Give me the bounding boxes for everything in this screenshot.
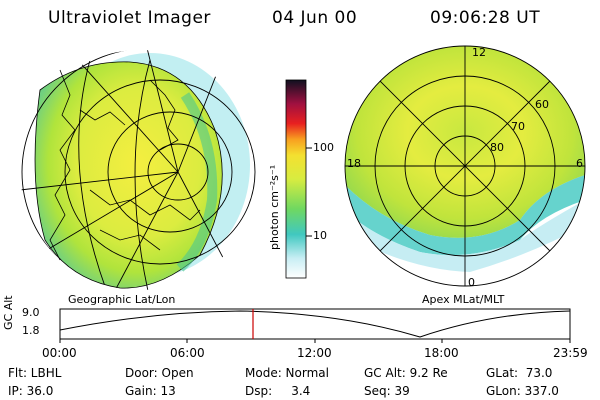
info-filter: Flt: LBHL	[8, 366, 62, 380]
mlat-label-70: 70	[511, 120, 525, 133]
coastlines	[49, 69, 201, 261]
altitude-ytick-1: 1.8	[22, 324, 40, 337]
mlt-label-12: 12	[472, 46, 486, 59]
time-tick-0600: 06:00	[170, 346, 205, 360]
colorbar-gradient	[285, 79, 307, 279]
info-ip: IP: 36.0	[8, 384, 54, 398]
colorbar-tick-10: 10	[313, 229, 327, 242]
polar-grid	[344, 45, 586, 287]
mlat-label-60: 60	[535, 98, 549, 111]
info-gc-alt: GC Alt: 9.2 Re	[364, 366, 448, 380]
time-tick-1800: 18:00	[424, 346, 459, 360]
info-dsp: Dsp: 3.4	[245, 384, 311, 398]
time-tick-0000: 00:00	[42, 346, 77, 360]
altitude-curve	[59, 310, 571, 338]
info-seq: Seq: 39	[364, 384, 410, 398]
mlt-label-0: 0	[468, 276, 475, 289]
altitude-ytick-9: 9.0	[22, 306, 40, 319]
left-map-caption: Geographic Lat/Lon	[68, 293, 176, 306]
colorbar-tick-100: 100	[313, 141, 334, 154]
lat-lon-grid	[20, 50, 260, 290]
mlat-label-80: 80	[490, 141, 504, 154]
mlt-label-18: 18	[347, 157, 361, 170]
altitude-plot-frame	[59, 308, 571, 340]
time-tick-1200: 12:00	[297, 346, 332, 360]
altitude-ylabel: GC Alt	[2, 295, 15, 330]
time-tick-2359: 23:59	[553, 346, 588, 360]
mlt-label-6: 6	[576, 157, 583, 170]
date-label: 04 Jun 00	[272, 8, 358, 28]
instrument-title: Ultraviolet Imager	[48, 8, 211, 28]
info-glon: GLon: 337.0	[486, 384, 559, 398]
aurora-faint	[345, 200, 585, 272]
right-map-caption: Apex MLat/MLT	[422, 293, 505, 306]
info-glat: GLat: 73.0	[486, 366, 553, 380]
info-mode: Mode: Normal	[245, 366, 329, 380]
aurora-edge	[345, 175, 585, 256]
aurora-band	[176, 92, 218, 272]
info-door: Door: Open	[125, 366, 194, 380]
info-gain: Gain: 13	[125, 384, 176, 398]
time-label: 09:06:28 UT	[430, 8, 541, 28]
